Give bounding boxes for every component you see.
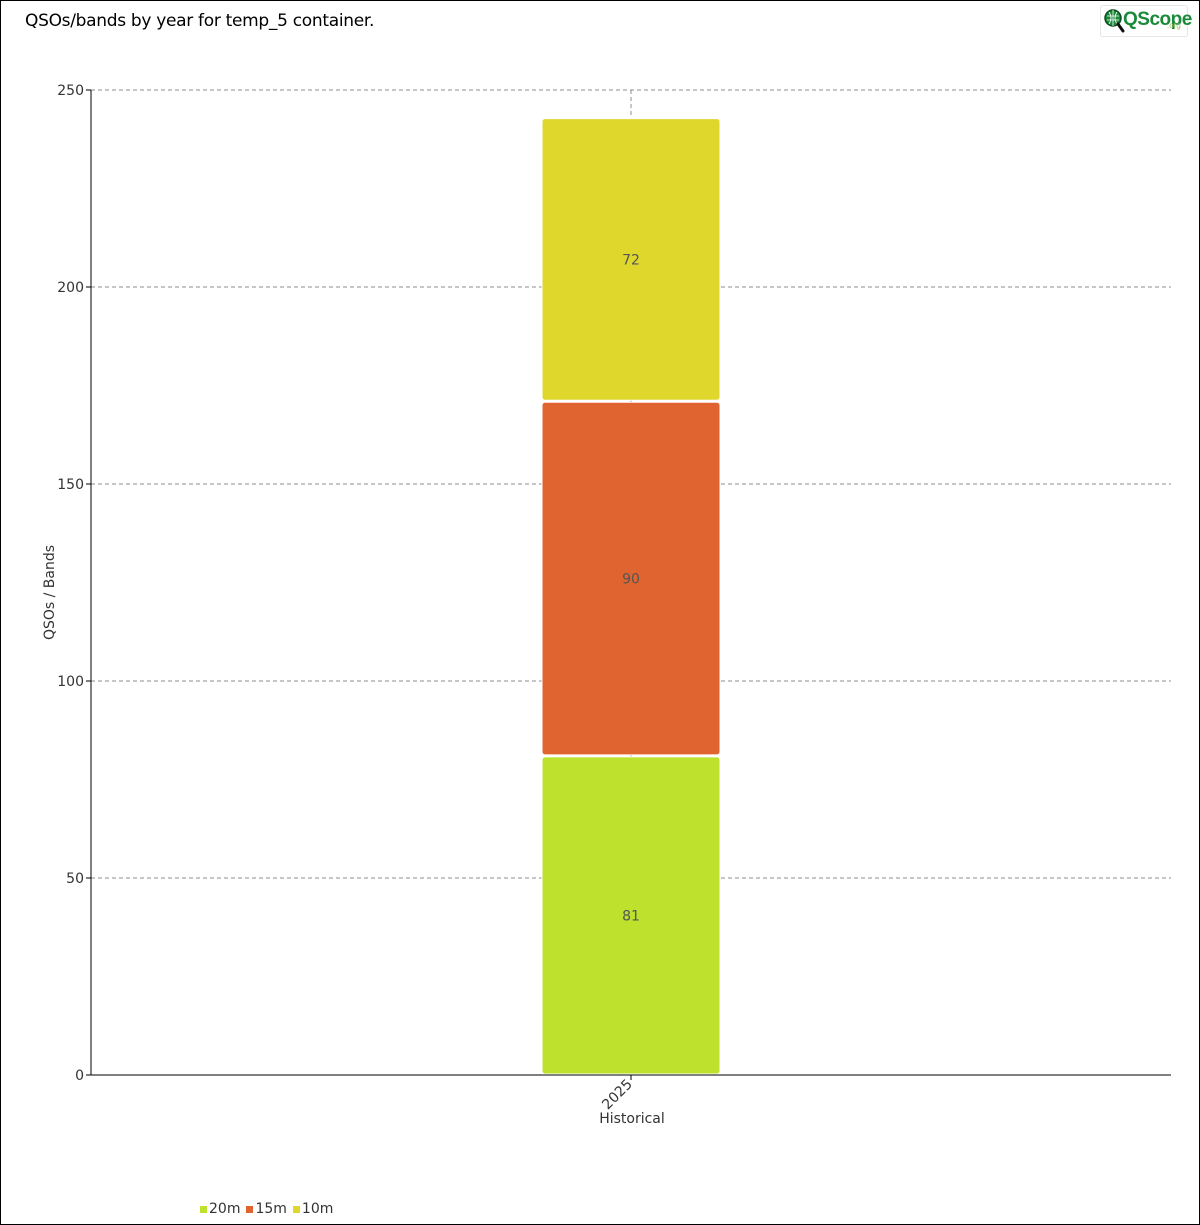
logo-text: QScope	[1123, 9, 1192, 30]
legend-swatch	[200, 1205, 207, 1213]
logo-subtext: .org	[1167, 21, 1181, 30]
chart-legend: 20m 15m 10m	[200, 1201, 333, 1217]
legend-label: 15m	[255, 1201, 287, 1217]
legend-label: 20m	[209, 1201, 241, 1217]
legend-item-20m[interactable]: 20m	[200, 1201, 240, 1217]
y-tick-label: 100	[57, 674, 84, 690]
legend-item-10m[interactable]: 10m	[292, 1201, 334, 1217]
y-tick-label: 50	[66, 871, 84, 887]
x-axis-label: Historical	[599, 1111, 665, 1127]
data-label-10m: 72	[622, 252, 640, 268]
bar-segment-15m	[541, 401, 721, 756]
data-label-20m: 81	[622, 908, 640, 924]
y-tick-label: 250	[57, 83, 84, 99]
magnifier-globe-icon	[1104, 9, 1125, 33]
y-axis-label: QSOs / Bands	[42, 545, 58, 640]
y-tick-label: 200	[57, 280, 84, 296]
y-tick-label: 150	[57, 477, 84, 493]
legend-swatch	[292, 1205, 300, 1213]
data-label-15m: 90	[622, 572, 640, 588]
x-tick-label: 2025	[599, 1077, 636, 1114]
legend-item-15m[interactable]: 15m	[246, 1201, 287, 1217]
chart-title: QSOs/bands by year for temp_5 container.	[25, 11, 375, 31]
legend-swatch	[246, 1205, 254, 1213]
legend-label: 10m	[301, 1201, 334, 1217]
qscope-logo[interactable]: QScope .org	[1100, 5, 1192, 37]
bar-segment-10m	[541, 118, 721, 401]
y-tick-label: 0	[75, 1068, 84, 1084]
bar-segment-20m	[541, 756, 721, 1075]
